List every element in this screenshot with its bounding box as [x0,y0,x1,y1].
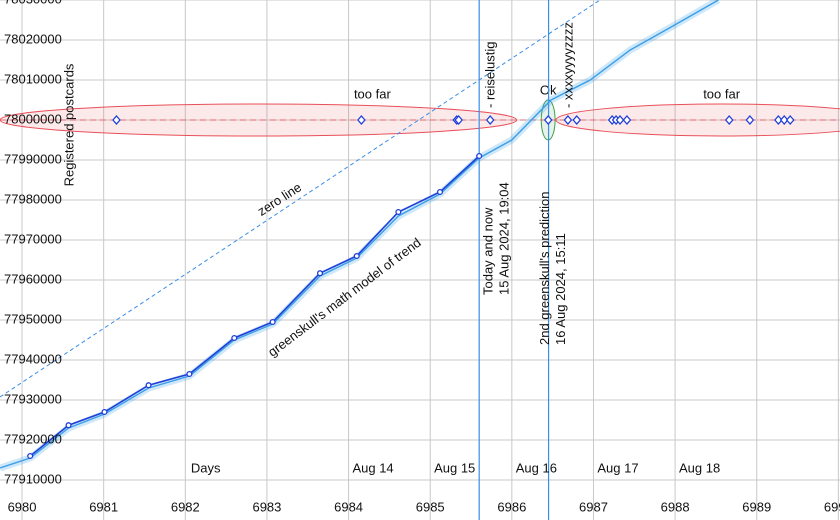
y-axis-title: Registered postcards [61,63,76,186]
guess-marker [785,115,795,125]
data-point [186,370,193,378]
x-tick-label: 6982 [171,499,200,514]
x-tick-label: 6987 [579,499,608,514]
x-tick-label: 6985 [416,499,445,514]
data-point [476,152,483,160]
guess-label: - reiselustig [483,42,498,108]
date-label: Aug 18 [679,460,720,475]
data-point [269,318,276,326]
y-tick-label: 77920000 [4,431,62,446]
guess-marker [543,115,553,125]
x-tick-label: 6984 [334,499,363,514]
x-tick-label: 6981 [89,499,118,514]
guess-marker [615,115,625,125]
guess-marker [724,115,734,125]
data-point [231,334,238,342]
data-point [353,252,360,260]
data-point [65,422,72,429]
x-tick-label: 6988 [661,499,690,514]
guess-marker [622,115,632,125]
guess-marker [454,115,464,125]
marker-label: 15 Aug 2024, 19:04 [497,182,512,295]
zero-line [0,0,601,398]
y-tick-label: 77950000 [4,311,62,326]
guess-marker [745,115,755,125]
data-line [29,155,480,457]
y-tick-label: 78030000 [4,0,62,6]
date-label: Days [191,460,221,475]
y-tick-label: 78010000 [4,71,62,86]
data-point [316,270,324,277]
x-tick-label: 6989 [742,499,771,514]
data-point [27,452,34,460]
data-point [145,382,152,389]
marker-label: 16 Aug 2024, 15:11 [553,233,568,345]
date-label: Aug 14 [352,460,393,475]
trend-band [0,0,721,472]
y-tick-label: 77980000 [4,191,62,206]
data-point [395,208,402,216]
region-label: too far [703,86,741,101]
x-tick-label: 6983 [252,499,281,514]
series-label: greenskull's math model of trend [265,235,424,360]
guess-marker [357,115,366,125]
data-point [436,188,444,196]
y-tick-label: 78000000 [4,111,62,126]
region [555,103,840,137]
region-label: too far [354,86,392,101]
data-point [101,408,108,416]
x-tick-label: 6986 [497,499,526,514]
series-label: zero line [255,179,304,218]
y-tick-label: 78020000 [4,31,62,46]
marker-label: 2nd greenskull's prediction [537,191,552,345]
guess-marker [572,115,582,125]
region [0,103,518,137]
guess-marker [774,115,783,125]
x-tick-label: 6990 [824,499,840,514]
guess-marker [563,115,573,125]
y-tick-label: 77910000 [4,471,62,486]
x-tick-label: 6980 [8,499,37,514]
date-label: Aug 16 [516,460,557,475]
marker-label: Today and now [481,207,496,295]
guess-marker [112,115,121,125]
guess-marker [779,115,789,125]
y-tick-label: 77960000 [4,271,62,286]
y-tick-label: 77970000 [4,231,62,246]
date-label: Aug 15 [434,460,475,475]
y-tick-label: 77940000 [4,351,62,366]
guess-label: - xxxxyyyyzzzz [560,22,575,108]
guess-marker [485,115,495,125]
date-label: Aug 17 [597,460,638,475]
y-tick-label: 77990000 [4,151,62,166]
trend-line [0,0,719,469]
y-tick-label: 77930000 [4,391,62,406]
